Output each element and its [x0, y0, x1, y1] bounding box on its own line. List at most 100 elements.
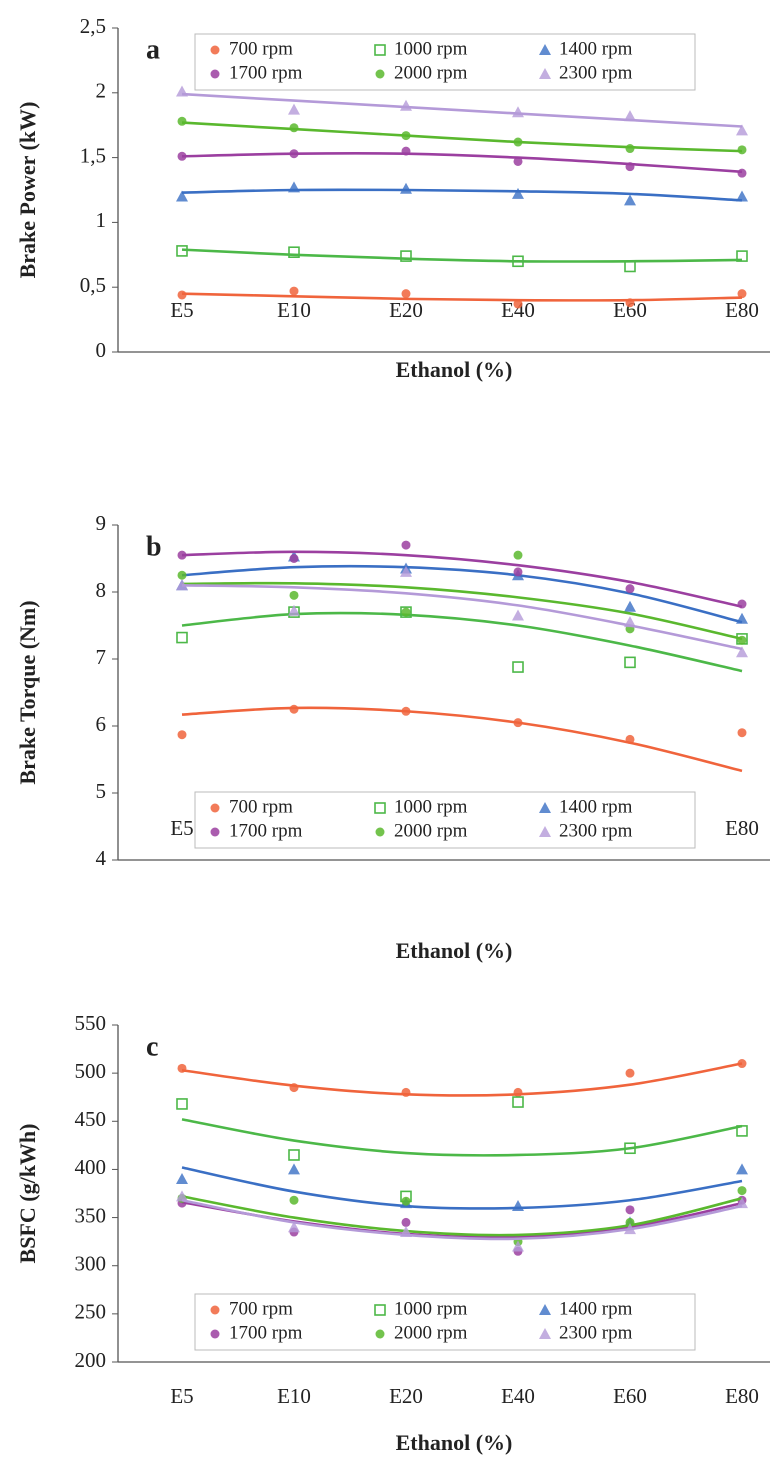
marker	[513, 1087, 523, 1097]
marker	[401, 1196, 411, 1206]
y-tick-label: 550	[75, 1011, 107, 1035]
marker	[400, 606, 412, 618]
marker	[400, 565, 412, 577]
marker	[624, 194, 636, 206]
trend-line	[181, 1166, 743, 1210]
marker	[512, 1240, 524, 1252]
legend-label: 700 rpm	[229, 1298, 293, 1319]
legend-item: 1000 rpm	[374, 1298, 468, 1319]
marker	[513, 718, 523, 728]
legend-label: 1400 rpm	[559, 38, 633, 59]
legend-label: 2300 rpm	[559, 62, 633, 83]
y-tick-label: 300	[75, 1252, 107, 1276]
marker	[513, 299, 523, 309]
marker	[624, 260, 636, 273]
legend-label: 1700 rpm	[229, 1322, 303, 1343]
x-axis-title: Ethanol (%)	[396, 938, 513, 963]
marker	[288, 103, 300, 115]
y-tick-label: 350	[75, 1203, 107, 1227]
legend-item: 700 rpm	[210, 38, 293, 59]
legend-marker	[374, 44, 386, 56]
legend-marker	[210, 827, 220, 837]
trend-line	[181, 1195, 743, 1237]
marker	[624, 600, 636, 612]
y-tick-label: 8	[96, 578, 107, 602]
legend-item: 1400 rpm	[539, 796, 633, 817]
x-tick-label: E80	[725, 1384, 759, 1408]
marker	[289, 554, 299, 563]
marker	[177, 116, 187, 126]
trend-line	[181, 92, 743, 128]
legend-marker	[539, 44, 551, 55]
marker	[512, 1200, 524, 1212]
legend-item: 700 rpm	[210, 796, 293, 817]
legend-label: 1400 rpm	[559, 796, 633, 817]
trend-line	[181, 584, 743, 651]
x-tick-label: E80	[725, 298, 759, 322]
marker	[401, 289, 411, 299]
y-tick-label: 5	[96, 779, 107, 803]
legend-label: 2300 rpm	[559, 1322, 633, 1343]
y-tick-label: 0,5	[80, 273, 106, 297]
legend-label: 700 rpm	[229, 38, 293, 59]
marker	[288, 181, 300, 193]
y-tick-label: 500	[75, 1059, 107, 1083]
marker	[288, 246, 300, 259]
marker	[176, 245, 188, 257]
marker	[512, 1096, 524, 1108]
legend-marker	[210, 803, 220, 813]
marker	[288, 604, 300, 616]
x-tick-label: E20	[389, 298, 423, 322]
marker	[288, 1221, 300, 1233]
x-tick-label: E10	[277, 1384, 311, 1408]
legend-marker	[374, 1304, 386, 1316]
y-tick-label: 9	[96, 511, 107, 535]
panel-label: b	[146, 531, 162, 562]
marker	[177, 1063, 187, 1073]
legend-marker	[374, 802, 386, 814]
marker	[289, 704, 299, 714]
marker	[737, 145, 747, 155]
legend-box	[194, 33, 696, 91]
panel: 456789E5E10E20E40E60E80Ethanol (%)Brake …	[15, 511, 770, 963]
marker	[736, 612, 748, 624]
y-tick-label: 4	[96, 846, 107, 870]
marker	[177, 570, 187, 580]
marker	[513, 156, 523, 166]
trend-line	[181, 188, 743, 202]
legend-marker	[210, 45, 220, 55]
marker	[513, 137, 523, 147]
y-tick-label: 6	[96, 712, 107, 736]
y-tick-label: 0	[96, 338, 107, 362]
legend-item: 2300 rpm	[539, 820, 633, 841]
y-tick-label: 1,5	[80, 143, 106, 167]
marker	[289, 123, 299, 133]
marker	[737, 1059, 747, 1069]
marker	[288, 1163, 300, 1175]
trend-line	[181, 121, 743, 153]
legend-marker	[539, 802, 551, 813]
marker	[737, 728, 747, 738]
legend-label: 2300 rpm	[559, 820, 633, 841]
marker	[512, 187, 524, 199]
marker	[401, 1087, 411, 1097]
legend-box	[194, 1293, 696, 1351]
marker	[176, 1190, 188, 1202]
trend-line	[181, 706, 743, 773]
marker	[401, 706, 411, 716]
trend-line	[181, 152, 743, 174]
trend-line	[181, 611, 743, 673]
marker	[289, 590, 299, 600]
marker	[400, 250, 412, 262]
legend-marker	[375, 69, 385, 79]
legend-label: 2000 rpm	[394, 1322, 468, 1343]
marker	[401, 540, 411, 550]
x-tick-label: E40	[501, 1384, 535, 1408]
trend-line	[181, 564, 743, 624]
marker	[401, 131, 411, 141]
x-tick-label: E20	[389, 1384, 423, 1408]
marker	[624, 1142, 636, 1155]
y-tick-label: 7	[96, 645, 107, 669]
marker	[625, 1217, 635, 1227]
